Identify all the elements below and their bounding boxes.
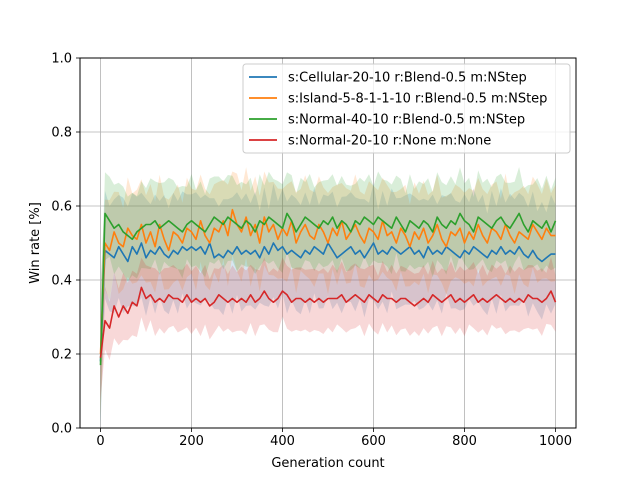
x-tick-label: 0	[96, 434, 104, 449]
legend-box	[242, 63, 571, 154]
y-tick-label: 0.6	[51, 200, 72, 215]
confidence-band-1	[100, 183, 556, 428]
legend-label-4: s:Normal-20-10 r:None m:None	[288, 134, 491, 149]
y-axis-label: Win rate [%]	[28, 202, 43, 284]
series-lines	[99, 208, 557, 366]
y-tick-label: 0.4	[51, 274, 72, 289]
legend-label-2: s:Island-5-8-1-1-10 r:Blend-0.5 m:NStep	[288, 92, 547, 107]
legend-label-1: s:Cellular-20-10 r:Blend-0.5 m:NStep	[288, 71, 527, 86]
x-tick-label: 600	[361, 434, 386, 449]
series-line-3	[99, 212, 557, 366]
series-line-4	[99, 286, 557, 358]
x-tick-label: 1000	[539, 434, 572, 449]
y-tick-label: 0.8	[51, 126, 72, 141]
y-tick-label: 1.0	[51, 52, 72, 67]
y-ticks: 0.0 0.2 0.4 0.6 0.8 1.0	[51, 52, 80, 437]
series-line-2	[99, 208, 556, 355]
y-tick-label: 0.2	[51, 348, 72, 363]
x-tick-label: 200	[179, 434, 204, 449]
axes-frame	[79, 57, 577, 429]
x-ticks: 0 200 400 600 800 1000	[96, 428, 572, 449]
x-tick-label: 800	[452, 434, 477, 449]
legend-label-3: s:Normal-40-10 r:Blend-0.5 m:NStep	[288, 113, 525, 128]
y-tick-label: 0.0	[51, 422, 72, 437]
x-axis-label: Generation count	[271, 456, 384, 471]
legend: s:Cellular-20-10 r:Blend-0.5 m:NStep s:Is…	[242, 63, 571, 154]
x-tick-label: 400	[270, 434, 295, 449]
confidence-band-4	[100, 257, 556, 400]
